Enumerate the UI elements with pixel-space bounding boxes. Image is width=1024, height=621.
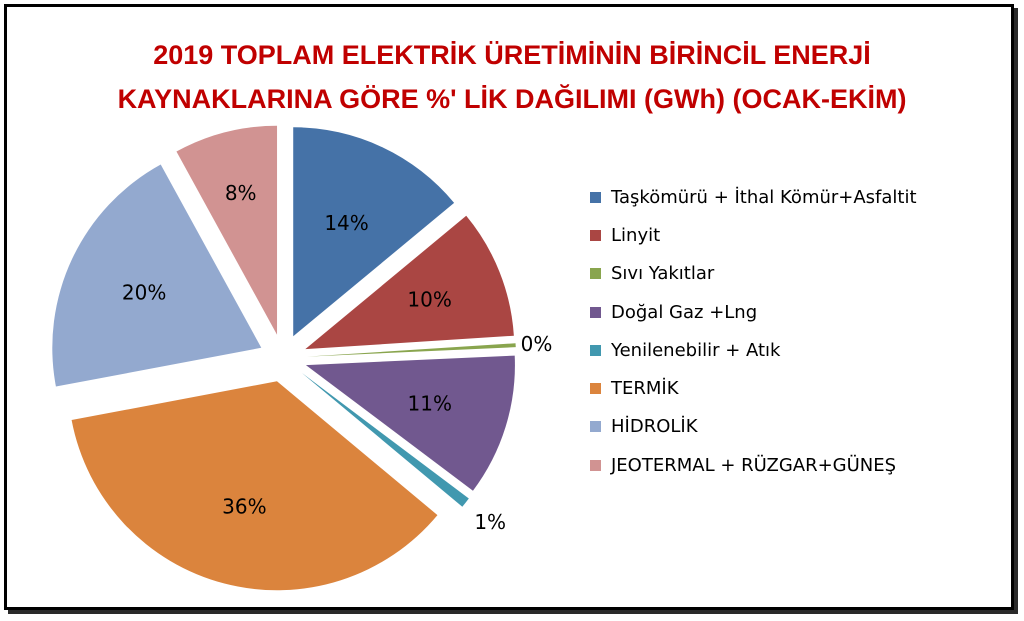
chart-legend: Taşkömürü + İthal Kömür+Asfaltit Linyit Sı… [590,178,1000,484]
legend-swatch [590,344,601,356]
slice-data-label: 14% [324,211,368,235]
legend-label: TERMİK [611,378,679,400]
slice-data-label: 20% [122,280,166,304]
slice-data-label: 0% [521,332,553,356]
slice-data-label: 36% [222,495,266,519]
legend-label: Linyit [611,224,661,246]
legend-item: HİDROLİK [590,408,1000,446]
legend-label: Sıvı Yakıtlar [611,263,715,285]
legend-swatch [590,421,601,433]
legend-swatch [590,459,601,471]
legend-swatch [590,191,601,203]
legend-item: Sıvı Yakıtlar [590,255,1000,293]
pie-slice [293,127,455,337]
slice-data-label: 8% [225,181,257,205]
legend-item: TERMİK [590,369,1000,407]
legend-label: Doğal Gaz +Lng [611,301,758,323]
pie-slice [301,372,469,507]
legend-item: JEOTERMAL + RÜZGAR+GÜNEŞ [590,446,1000,484]
pie-slice [305,355,515,491]
slice-data-label: 11% [408,391,452,415]
legend-swatch [590,306,601,318]
legend-item: Linyit [590,216,1000,254]
chart-title: 2019 TOPLAM ELEKTRİK ÜRETİMİNİN BİRİNCİL… [7,33,1017,121]
pie-slice [176,125,278,335]
legend-label: Yenilenebilir + Atık [611,339,781,361]
legend-swatch [590,229,601,241]
legend-item: Taşkömürü + İthal Kömür+Asfaltit [590,178,1000,216]
pie-slice [52,164,262,387]
chart-title-line-2: KAYNAKLARINA GÖRE %' LİK DAĞILIMI (GWh) … [117,84,907,114]
pie-slice [306,343,516,357]
chart-title-line-1: 2019 TOPLAM ELEKTRİK ÜRETİMİNİN BİRİNCİL… [153,40,871,70]
legend-swatch [590,268,601,280]
legend-label: JEOTERMAL + RÜZGAR+GÜNEŞ [611,454,897,476]
legend-item: Doğal Gaz +Lng [590,293,1000,331]
slice-data-label: 1% [474,510,506,534]
legend-swatch [590,383,601,395]
legend-label: Taşkömürü + İthal Kömür+Asfaltit [611,186,917,208]
legend-item: Yenilenebilir + Atık [590,331,1000,369]
pie-slice [71,381,438,591]
pie-slice [305,215,514,350]
slice-data-label: 10% [407,288,451,312]
legend-label: HİDROLİK [611,416,698,438]
